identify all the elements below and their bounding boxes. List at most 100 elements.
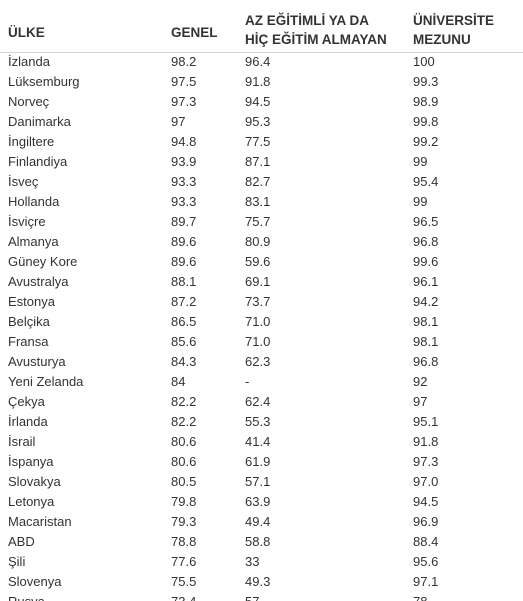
cell-general: 78.8: [171, 534, 197, 549]
cell-low-education: 49.4: [245, 514, 271, 529]
table-row: Fransa 85.6 71.0 98.1: [0, 332, 523, 352]
cell-university: 99: [413, 194, 428, 209]
table-row: Letonya 79.8 63.9 94.5: [0, 492, 523, 512]
cell-low-education: -: [245, 374, 250, 389]
cell-low-education: 94.5: [245, 94, 271, 109]
cell-low-education: 91.8: [245, 74, 271, 89]
table-row: İspanya 80.6 61.9 97.3: [0, 452, 523, 472]
header-country: ÜLKE: [8, 25, 45, 40]
cell-country: Avusturya: [8, 354, 66, 369]
cell-country: İngiltere: [8, 134, 55, 149]
cell-university: 98.9: [413, 94, 439, 109]
cell-university: 100: [413, 54, 435, 69]
cell-general: 82.2: [171, 414, 197, 429]
table-row: Danimarka 97 95.3 99.8: [0, 112, 523, 132]
table-row: Macaristan 79.3 49.4 96.9: [0, 512, 523, 532]
cell-university: 78: [413, 592, 427, 601]
cell-university: 99: [413, 154, 428, 169]
table-row: Belçika 86.5 71.0 98.1: [0, 312, 523, 332]
cell-university: 97.0: [413, 474, 439, 489]
cell-country: İspanya: [8, 454, 54, 469]
cell-general: 85.6: [171, 334, 197, 349]
header-general: GENEL: [171, 25, 218, 40]
cell-country: Rusya: [8, 592, 45, 601]
cell-low-education: 80.9: [245, 234, 271, 249]
table-row: Güney Kore 89.6 59.6 99.6: [0, 252, 523, 272]
table-row: Estonya 87.2 73.7 94.2: [0, 292, 523, 312]
cell-general: 80.6: [171, 434, 197, 449]
cell-general: 94.8: [171, 134, 197, 149]
cell-general: 89.7: [171, 214, 197, 229]
table-header: ÜLKE GENEL AZ EĞİTİMLİ YA DA HİÇ EĞİTİM …: [0, 0, 523, 53]
cell-general: 97: [171, 114, 186, 129]
cell-low-education: 87.1: [245, 154, 271, 169]
cell-low-education: 77.5: [245, 134, 271, 149]
table-row: İrlanda 82.2 55.3 95.1: [0, 412, 523, 432]
table-row: ABD 78.8 58.8 88.4: [0, 532, 523, 552]
cell-general: 80.5: [171, 474, 197, 489]
header-low-education-line-1: AZ EĞİTİMLİ YA DA: [245, 13, 370, 28]
cell-general: 75.5: [171, 574, 197, 589]
cell-country: Şili: [8, 554, 26, 569]
cell-low-education: 62.4: [245, 394, 271, 409]
cell-low-education: 41.4: [245, 434, 271, 449]
cell-university: 98.1: [413, 334, 439, 349]
cell-low-education: 57.1: [245, 474, 271, 489]
cell-university: 99.8: [413, 114, 439, 129]
cell-university: 96.8: [413, 234, 439, 249]
cell-country: Estonya: [8, 294, 55, 309]
cell-general: 97.3: [171, 94, 197, 109]
cell-general: 79.3: [171, 514, 197, 529]
cell-low-education: 95.3: [245, 114, 271, 129]
cell-country: İsrail: [8, 434, 36, 449]
cell-country: Almanya: [8, 234, 59, 249]
cell-general: 77.6: [171, 554, 197, 569]
cell-country: İzlanda: [8, 54, 50, 69]
cell-country: Letonya: [8, 494, 55, 509]
table-row: Şili 77.6 33 95.6: [0, 552, 523, 572]
cell-university: 97.1: [413, 574, 439, 589]
table-row: İzlanda 98.2 96.4 100: [0, 52, 523, 72]
cell-general: 93.3: [171, 194, 197, 209]
cell-general: 84: [171, 374, 186, 389]
cell-university: 98.1: [413, 314, 439, 329]
cell-low-education: 33: [245, 554, 260, 569]
cell-general: 80.6: [171, 454, 197, 469]
cell-country: İrlanda: [8, 414, 48, 429]
cell-general: 88.1: [171, 274, 197, 289]
table-row: Slovenya 75.5 49.3 97.1: [0, 572, 523, 592]
cell-university: 99.3: [413, 74, 439, 89]
cell-general: 97.5: [171, 74, 197, 89]
table-row: Rusya 73.4 57 78: [0, 592, 523, 601]
cell-country: ABD: [8, 534, 35, 549]
cell-university: 94.5: [413, 494, 439, 509]
cell-general: 89.6: [171, 254, 197, 269]
cell-country: Slovakya: [8, 474, 61, 489]
table-row: İngiltere 94.8 77.5 99.2: [0, 132, 523, 152]
cell-university: 92: [413, 374, 428, 389]
cell-low-education: 69.1: [245, 274, 271, 289]
table-row: Avusturya 84.3 62.3 96.8: [0, 352, 523, 372]
cell-general: 84.3: [171, 354, 197, 369]
cell-university: 97: [413, 394, 428, 409]
table-row: İsveç 93.3 82.7 95.4: [0, 172, 523, 192]
cell-general: 87.2: [171, 294, 197, 309]
cell-country: Macaristan: [8, 514, 72, 529]
table-row: Slovakya 80.5 57.1 97.0: [0, 472, 523, 492]
cell-low-education: 62.3: [245, 354, 271, 369]
cell-low-education: 71.0: [245, 334, 271, 349]
header-low-education-line-2: HİÇ EĞİTİM ALMAYAN: [245, 32, 387, 47]
cell-country: Fransa: [8, 334, 49, 349]
cell-country: Belçika: [8, 314, 50, 329]
cell-university: 94.2: [413, 294, 439, 309]
cell-country: İsveç: [8, 174, 39, 189]
table-row: Almanya 89.6 80.9 96.8: [0, 232, 523, 252]
cell-university: 95.6: [413, 554, 439, 569]
cell-university: 99.2: [413, 134, 439, 149]
cell-general: 73.4: [171, 592, 196, 601]
cell-low-education: 82.7: [245, 174, 271, 189]
table-body: İzlanda 98.2 96.4 100 Lüksemburg 97.5 91.8 99.3…: [0, 52, 523, 601]
cell-country: İsviçre: [8, 214, 46, 229]
cell-low-education: 49.3: [245, 574, 271, 589]
